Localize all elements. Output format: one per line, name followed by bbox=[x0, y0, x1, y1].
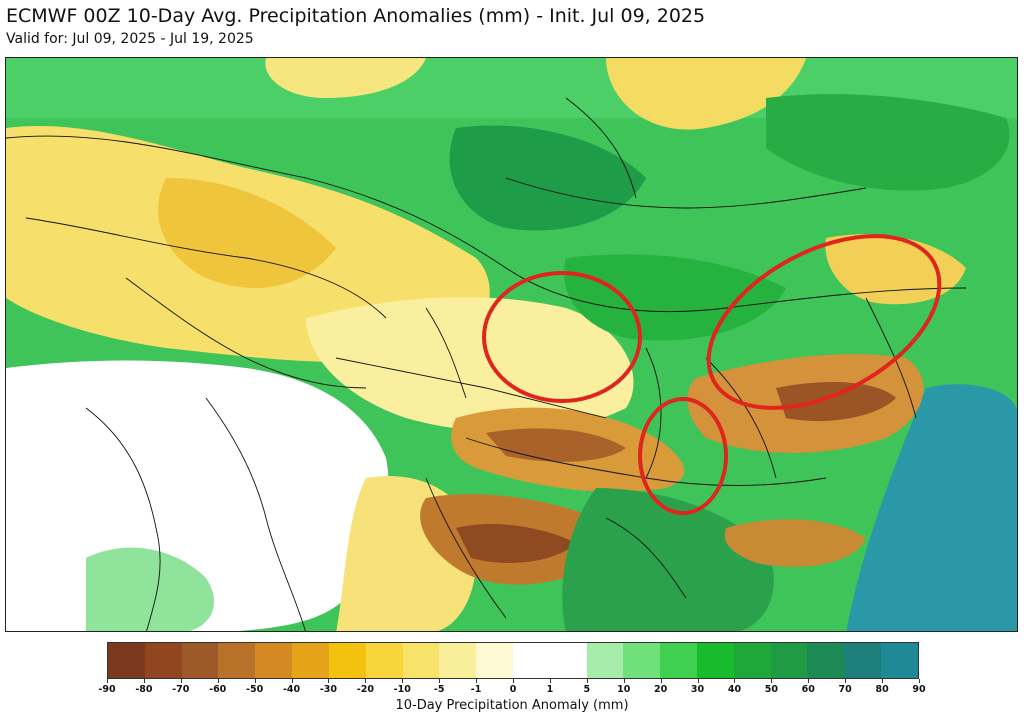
africa-wet bbox=[86, 547, 215, 631]
colorbar-tick-mark bbox=[143, 679, 145, 683]
colorbar-tick-label: -90 bbox=[98, 684, 116, 695]
colorbar-tick-mark bbox=[513, 679, 514, 683]
colorbar-swatch bbox=[439, 643, 477, 678]
se-asia-wet bbox=[562, 488, 774, 631]
colorbar-swatch bbox=[660, 643, 697, 678]
colorbar-swatch bbox=[108, 643, 145, 678]
chart-title: ECMWF 00Z 10-Day Avg. Precipitation Anom… bbox=[6, 5, 706, 27]
colorbar-tick-mark bbox=[328, 679, 330, 683]
highlight-ellipse-southwest-china bbox=[638, 397, 728, 515]
colorbar-tick-label: 1 bbox=[546, 684, 554, 695]
colorbar-tick-label: -50 bbox=[246, 684, 264, 695]
colorbar-tick-mark bbox=[439, 679, 441, 683]
colorbar-tick-label: -1 bbox=[470, 684, 482, 695]
colorbar-tick-label: -10 bbox=[393, 684, 411, 695]
colorbar-tick-label: -80 bbox=[135, 684, 153, 695]
west-siberia-wet bbox=[449, 125, 646, 231]
colorbar-tick-label: 70 bbox=[838, 684, 852, 695]
colorbar-swatch bbox=[697, 643, 734, 678]
colorbar-tick-mark bbox=[771, 679, 773, 683]
colorbar-tick-label: 80 bbox=[875, 684, 889, 695]
highlight-ellipse-northeast-china bbox=[706, 234, 942, 410]
colorbar-swatch bbox=[512, 643, 550, 678]
colorbar-swatch bbox=[881, 643, 918, 678]
east-china-dry-core bbox=[776, 382, 896, 422]
colorbar-swatch bbox=[844, 643, 882, 678]
colorbar-label: 10-Day Precipitation Anomaly (mm) bbox=[395, 698, 629, 713]
russia-dry-core bbox=[158, 178, 336, 288]
colorbar-swatch bbox=[144, 643, 182, 678]
colorbar-swatch bbox=[292, 643, 329, 678]
colorbar-tick-mark bbox=[623, 679, 625, 683]
manchuria-dry bbox=[825, 234, 966, 305]
colorbar-tick-mark bbox=[180, 679, 182, 683]
colorbar-tick-mark bbox=[882, 679, 884, 683]
colorbar-tick-mark bbox=[734, 679, 736, 683]
colorbar-swatch bbox=[549, 643, 587, 678]
highlight-ellipse-central-asia bbox=[482, 271, 642, 403]
colorbar-swatch bbox=[402, 643, 440, 678]
north-dry bbox=[265, 58, 426, 98]
colorbar-tick-label: 50 bbox=[764, 684, 778, 695]
central-asia-dry bbox=[306, 297, 634, 432]
precipitation-anomaly-map bbox=[5, 57, 1018, 632]
india-dry-core bbox=[456, 523, 576, 563]
colorbar-swatch bbox=[770, 643, 808, 678]
colorbar-tick-label: -60 bbox=[209, 684, 227, 695]
colorbar-swatch bbox=[807, 643, 845, 678]
colorbar-swatch bbox=[218, 643, 256, 678]
colorbar-tick-mark bbox=[660, 679, 662, 683]
colorbar-tick-label: 10 bbox=[617, 684, 631, 695]
colorbar-swatch bbox=[586, 643, 624, 678]
colorbar bbox=[107, 642, 919, 679]
colorbar-tick-mark bbox=[217, 679, 219, 683]
colorbar-tick-mark bbox=[808, 679, 810, 683]
mongolia-wet bbox=[564, 254, 786, 341]
colorbar-tick-label: -40 bbox=[282, 684, 301, 695]
siberia-dry bbox=[606, 58, 806, 130]
colorbar-swatch bbox=[733, 643, 771, 678]
colorbar-tick-label: -30 bbox=[319, 684, 338, 695]
colorbar-tick-mark bbox=[476, 679, 478, 683]
colorbar-tick-label: 90 bbox=[912, 684, 926, 695]
colorbar-tick-label: 20 bbox=[654, 684, 668, 695]
colorbar-swatch bbox=[476, 643, 513, 678]
colorbar-tick-label: -70 bbox=[172, 684, 190, 695]
colorbar-swatch bbox=[328, 643, 366, 678]
colorbar-tick-mark bbox=[919, 679, 920, 683]
colorbar-tick-label: -5 bbox=[433, 684, 445, 695]
valid-period: Valid for: Jul 09, 2025 - Jul 19, 2025 bbox=[6, 31, 254, 47]
colorbar-tick-label: 40 bbox=[727, 684, 742, 695]
colorbar-tick-label: 60 bbox=[801, 684, 815, 695]
colorbar-tick-label: -20 bbox=[356, 684, 374, 695]
colorbar-swatch bbox=[181, 643, 219, 678]
south-china-sea-dry bbox=[724, 519, 866, 567]
colorbar-tick-mark bbox=[549, 679, 551, 683]
colorbar-tick-mark bbox=[402, 679, 404, 683]
east-siberia-wet bbox=[766, 94, 1010, 191]
colorbar-tick-mark bbox=[586, 679, 588, 683]
colorbar-tick-mark bbox=[697, 679, 699, 683]
colorbar-tick-mark bbox=[291, 679, 293, 683]
colorbar-ticks: -90 -80 -70 -60 -50 -40 -30 -20 -10 -5 -1 0 1 5 10 20 30… bbox=[98, 679, 926, 698]
colorbar-swatch bbox=[623, 643, 661, 678]
colorbar-tick-mark bbox=[107, 679, 108, 683]
colorbar-tick-label: 30 bbox=[690, 684, 705, 695]
pacific-wet bbox=[846, 384, 1017, 631]
colorbar-tick-mark bbox=[365, 679, 367, 683]
colorbar-tick-label: 0 bbox=[509, 684, 517, 695]
colorbar-tick-mark bbox=[845, 679, 847, 683]
colorbar-swatch bbox=[255, 643, 293, 678]
colorbar-tick-mark bbox=[254, 679, 256, 683]
colorbar-swatch bbox=[365, 643, 403, 678]
colorbar-tick-label: 5 bbox=[583, 684, 591, 695]
